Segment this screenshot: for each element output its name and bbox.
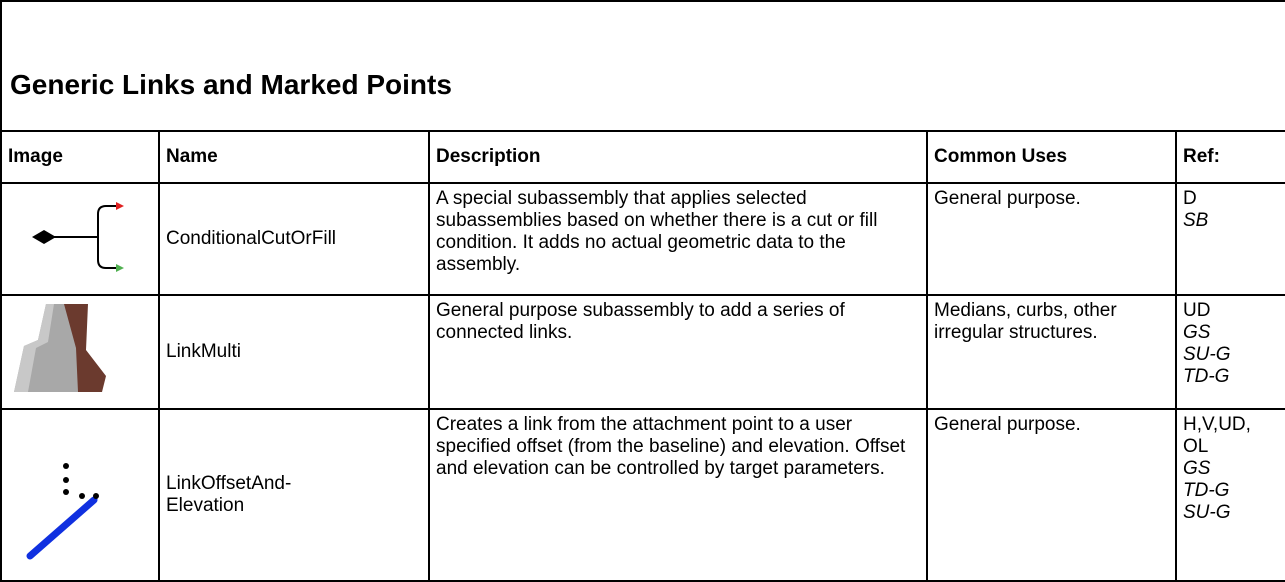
- ref-line: SU-G: [1183, 502, 1231, 523]
- uses-cell: General purpose.: [926, 408, 1177, 582]
- ref-line: GS: [1183, 458, 1211, 479]
- ref-line: TD-G: [1183, 480, 1230, 501]
- ref-line: SU-G: [1183, 344, 1231, 365]
- table-title: Generic Links and Marked Points: [0, 0, 1285, 132]
- icon-offset-elevation: [26, 463, 99, 560]
- ref-line: D: [1183, 188, 1197, 209]
- icon-linkmulti: [14, 304, 106, 392]
- ref-cell: H,V,UD, OL GS TD-G SU-G: [1174, 408, 1285, 582]
- ref-line: TD-G: [1183, 366, 1230, 387]
- name-cell: LinkOffsetAnd- Elevation: [158, 408, 430, 582]
- ref-cell: D SB: [1174, 182, 1285, 296]
- ref-line: UD: [1183, 300, 1211, 321]
- name-cell: LinkMulti: [158, 294, 430, 410]
- ref-line: OL: [1183, 436, 1209, 457]
- image-cell: [0, 294, 160, 410]
- ref-line: SB: [1183, 210, 1209, 231]
- description-cell: Creates a link from the attachment point…: [428, 408, 928, 582]
- icon-conditional: [32, 202, 124, 272]
- column-header: Common Uses: [926, 130, 1177, 184]
- column-header: Ref:: [1174, 130, 1285, 184]
- column-header: Image: [0, 130, 160, 184]
- ref-cell: UD GS SU-G TD-G: [1174, 294, 1285, 410]
- ref-line: H,V,UD,: [1183, 414, 1251, 435]
- uses-cell: Medians, curbs, other irregular structur…: [926, 294, 1177, 410]
- name-cell: ConditionalCutOrFill: [158, 182, 430, 296]
- description-cell: A special subassembly that applies selec…: [428, 182, 928, 296]
- uses-cell: General purpose.: [926, 182, 1177, 296]
- ref-line: GS: [1183, 322, 1211, 343]
- image-cell: [0, 182, 160, 296]
- image-cell: [0, 408, 160, 582]
- column-header: Description: [428, 130, 928, 184]
- description-cell: General purpose subassembly to add a ser…: [428, 294, 928, 410]
- column-header: Name: [158, 130, 430, 184]
